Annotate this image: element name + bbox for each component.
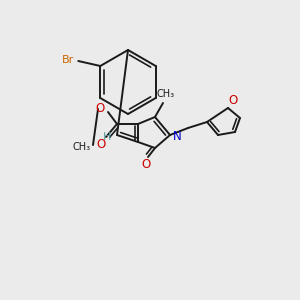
Text: N: N [172,130,182,142]
Text: O: O [141,158,151,172]
Text: CH₃: CH₃ [73,142,91,152]
Text: O: O [228,94,238,106]
Text: O: O [95,103,105,116]
Text: CH₃: CH₃ [157,89,175,99]
Text: H: H [103,132,111,142]
Text: Br: Br [62,55,74,65]
Text: O: O [96,137,106,151]
